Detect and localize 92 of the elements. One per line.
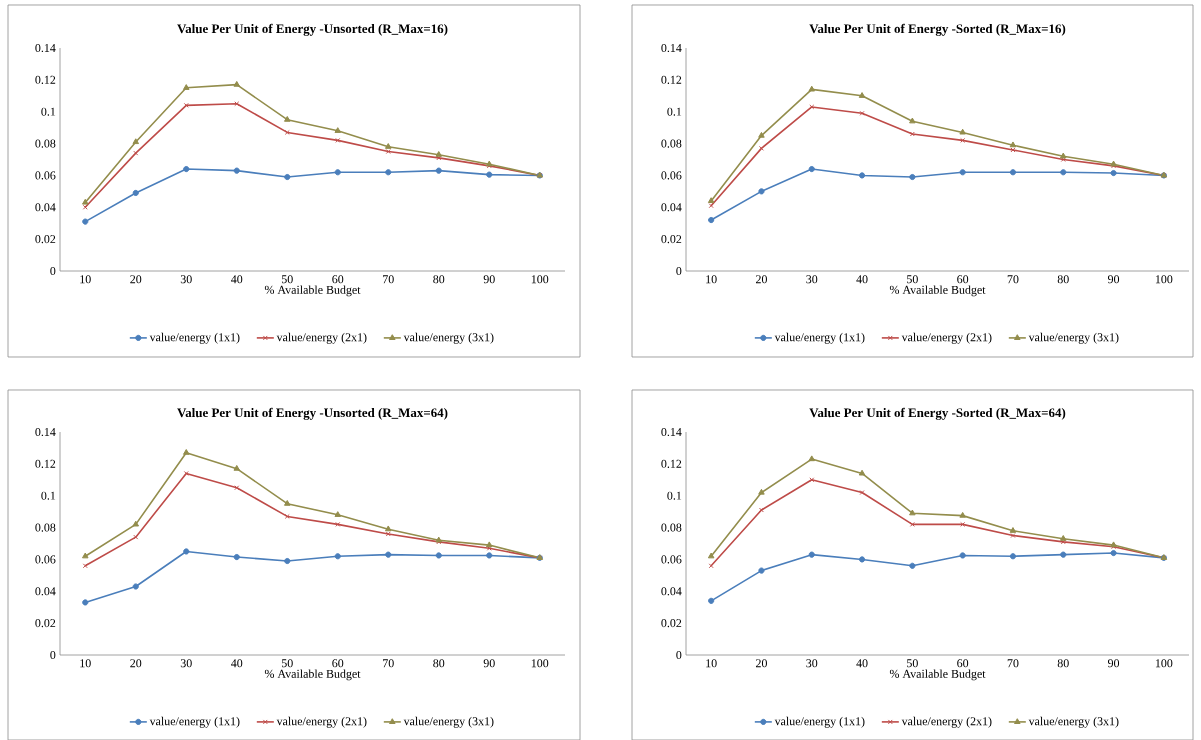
legend-label: value/energy (1x1) <box>774 716 865 728</box>
chart-title: Value Per Unit of Energy -Sorted (R_Max=16) <box>809 23 1066 36</box>
y-tick-label: 0 <box>50 650 56 660</box>
x-tick-label: 40 <box>231 275 243 284</box>
legend-label: value/energy (3x1) <box>1028 332 1119 344</box>
x-axis-title: % Available Budget <box>889 669 986 681</box>
y-tick-label: 0.1 <box>667 107 682 116</box>
x-axis-title: % Available Budget <box>264 669 361 681</box>
x-tick-label: 10 <box>80 275 91 284</box>
legend-label: value/energy (3x1) <box>403 332 494 344</box>
y-tick-label: 0.04 <box>35 587 56 596</box>
x-tick-label: 10 <box>706 275 717 284</box>
y-tick-label: 0.1 <box>41 491 56 500</box>
x-tick-label: 50 <box>281 659 293 668</box>
x-tick-label: 60 <box>957 275 969 284</box>
y-tick-label: 0.12 <box>35 459 56 468</box>
x-tick-label: 20 <box>756 659 767 668</box>
x-tick-label: 30 <box>180 275 192 284</box>
x-tick-label: 10 <box>80 659 91 668</box>
x-tick-label: 50 <box>907 275 918 284</box>
y-tick-label: 0.04 <box>35 203 56 212</box>
x-tick-label: 80 <box>1057 659 1069 668</box>
x-tick-label: 80 <box>1057 275 1069 284</box>
y-tick-label: 0 <box>50 266 56 276</box>
legend-label: value/energy (2x1) <box>901 716 992 728</box>
y-tick-label: 0.14 <box>35 43 56 53</box>
x-tick-label: 30 <box>806 659 818 668</box>
chart-title: Value Per Unit of Energy -Unsorted (R_Max=16) <box>177 23 448 36</box>
y-tick-label: 0.08 <box>661 523 682 532</box>
legend-label: value/energy (2x1) <box>901 332 992 344</box>
x-tick-label: 80 <box>433 275 445 284</box>
x-tick-label: 20 <box>756 275 767 284</box>
y-tick-label: 0.12 <box>35 75 56 84</box>
x-tick-label: 20 <box>130 659 142 668</box>
y-tick-label: 0 <box>676 266 682 276</box>
y-tick-label: 0.04 <box>661 203 682 212</box>
y-tick-label: 0.08 <box>35 523 56 532</box>
x-tick-label: 60 <box>332 275 344 284</box>
y-tick-label: 0.02 <box>35 619 56 628</box>
legend-label: value/energy (1x1) <box>774 332 865 344</box>
y-tick-label: 0.06 <box>661 555 682 564</box>
x-tick-label: 50 <box>281 275 293 284</box>
legend-label: value/energy (1x1) <box>149 332 240 344</box>
y-tick-label: 0.1 <box>41 107 56 116</box>
x-tick-label: 100 <box>531 659 549 668</box>
x-tick-label: 80 <box>433 659 445 668</box>
x-tick-label: 40 <box>856 659 868 668</box>
y-tick-label: 0.14 <box>661 427 682 437</box>
x-tick-label: 90 <box>483 275 495 284</box>
x-tick-label: 50 <box>907 659 918 668</box>
legend-label: value/energy (3x1) <box>403 716 494 728</box>
y-tick-label: 0.1 <box>667 491 682 500</box>
x-tick-label: 40 <box>856 275 868 284</box>
x-tick-label: 100 <box>1155 275 1173 284</box>
y-tick-label: 0.06 <box>35 171 56 180</box>
x-tick-label: 30 <box>806 275 818 284</box>
x-tick-label: 100 <box>1155 659 1173 668</box>
x-tick-label: 90 <box>483 659 495 668</box>
x-tick-label: 60 <box>332 659 344 668</box>
x-tick-label: 60 <box>957 659 969 668</box>
x-tick-label: 70 <box>1007 275 1019 284</box>
y-tick-label: 0.02 <box>661 235 682 244</box>
x-tick-label: 70 <box>1007 659 1019 668</box>
chart-title: Value Per Unit of Energy -Unsorted (R_Max=64) <box>177 407 448 420</box>
x-tick-label: 20 <box>130 275 142 284</box>
x-tick-label: 10 <box>706 659 717 668</box>
x-tick-label: 40 <box>231 659 243 668</box>
y-tick-label: 0 <box>676 650 682 660</box>
chart-title: Value Per Unit of Energy -Sorted (R_Max=64) <box>809 407 1066 420</box>
y-tick-label: 0.12 <box>661 75 682 84</box>
y-tick-label: 0.14 <box>35 427 56 437</box>
x-tick-label: 30 <box>180 659 192 668</box>
y-tick-label: 0.06 <box>661 171 682 180</box>
legend-label: value/energy (2x1) <box>276 716 367 728</box>
x-tick-label: 90 <box>1107 659 1120 668</box>
legend-label: value/energy (1x1) <box>149 716 240 728</box>
x-axis-title: % Available Budget <box>264 285 361 297</box>
x-tick-label: 100 <box>531 275 549 284</box>
y-tick-label: 0.04 <box>661 587 682 596</box>
x-tick-label: 70 <box>383 275 394 284</box>
y-tick-label: 0.08 <box>661 139 682 148</box>
legend-label: value/energy (2x1) <box>276 332 367 344</box>
y-tick-label: 0.08 <box>35 139 56 148</box>
legend-label: value/energy (3x1) <box>1028 716 1119 728</box>
y-tick-label: 0.02 <box>35 235 56 244</box>
x-axis-title: % Available Budget <box>889 285 986 297</box>
y-tick-label: 0.06 <box>35 555 56 564</box>
y-tick-label: 0.02 <box>661 619 682 628</box>
x-tick-label: 90 <box>1107 275 1120 284</box>
x-tick-label: 70 <box>383 659 394 668</box>
y-tick-label: 0.12 <box>661 459 682 468</box>
y-tick-label: 0.14 <box>661 43 682 53</box>
